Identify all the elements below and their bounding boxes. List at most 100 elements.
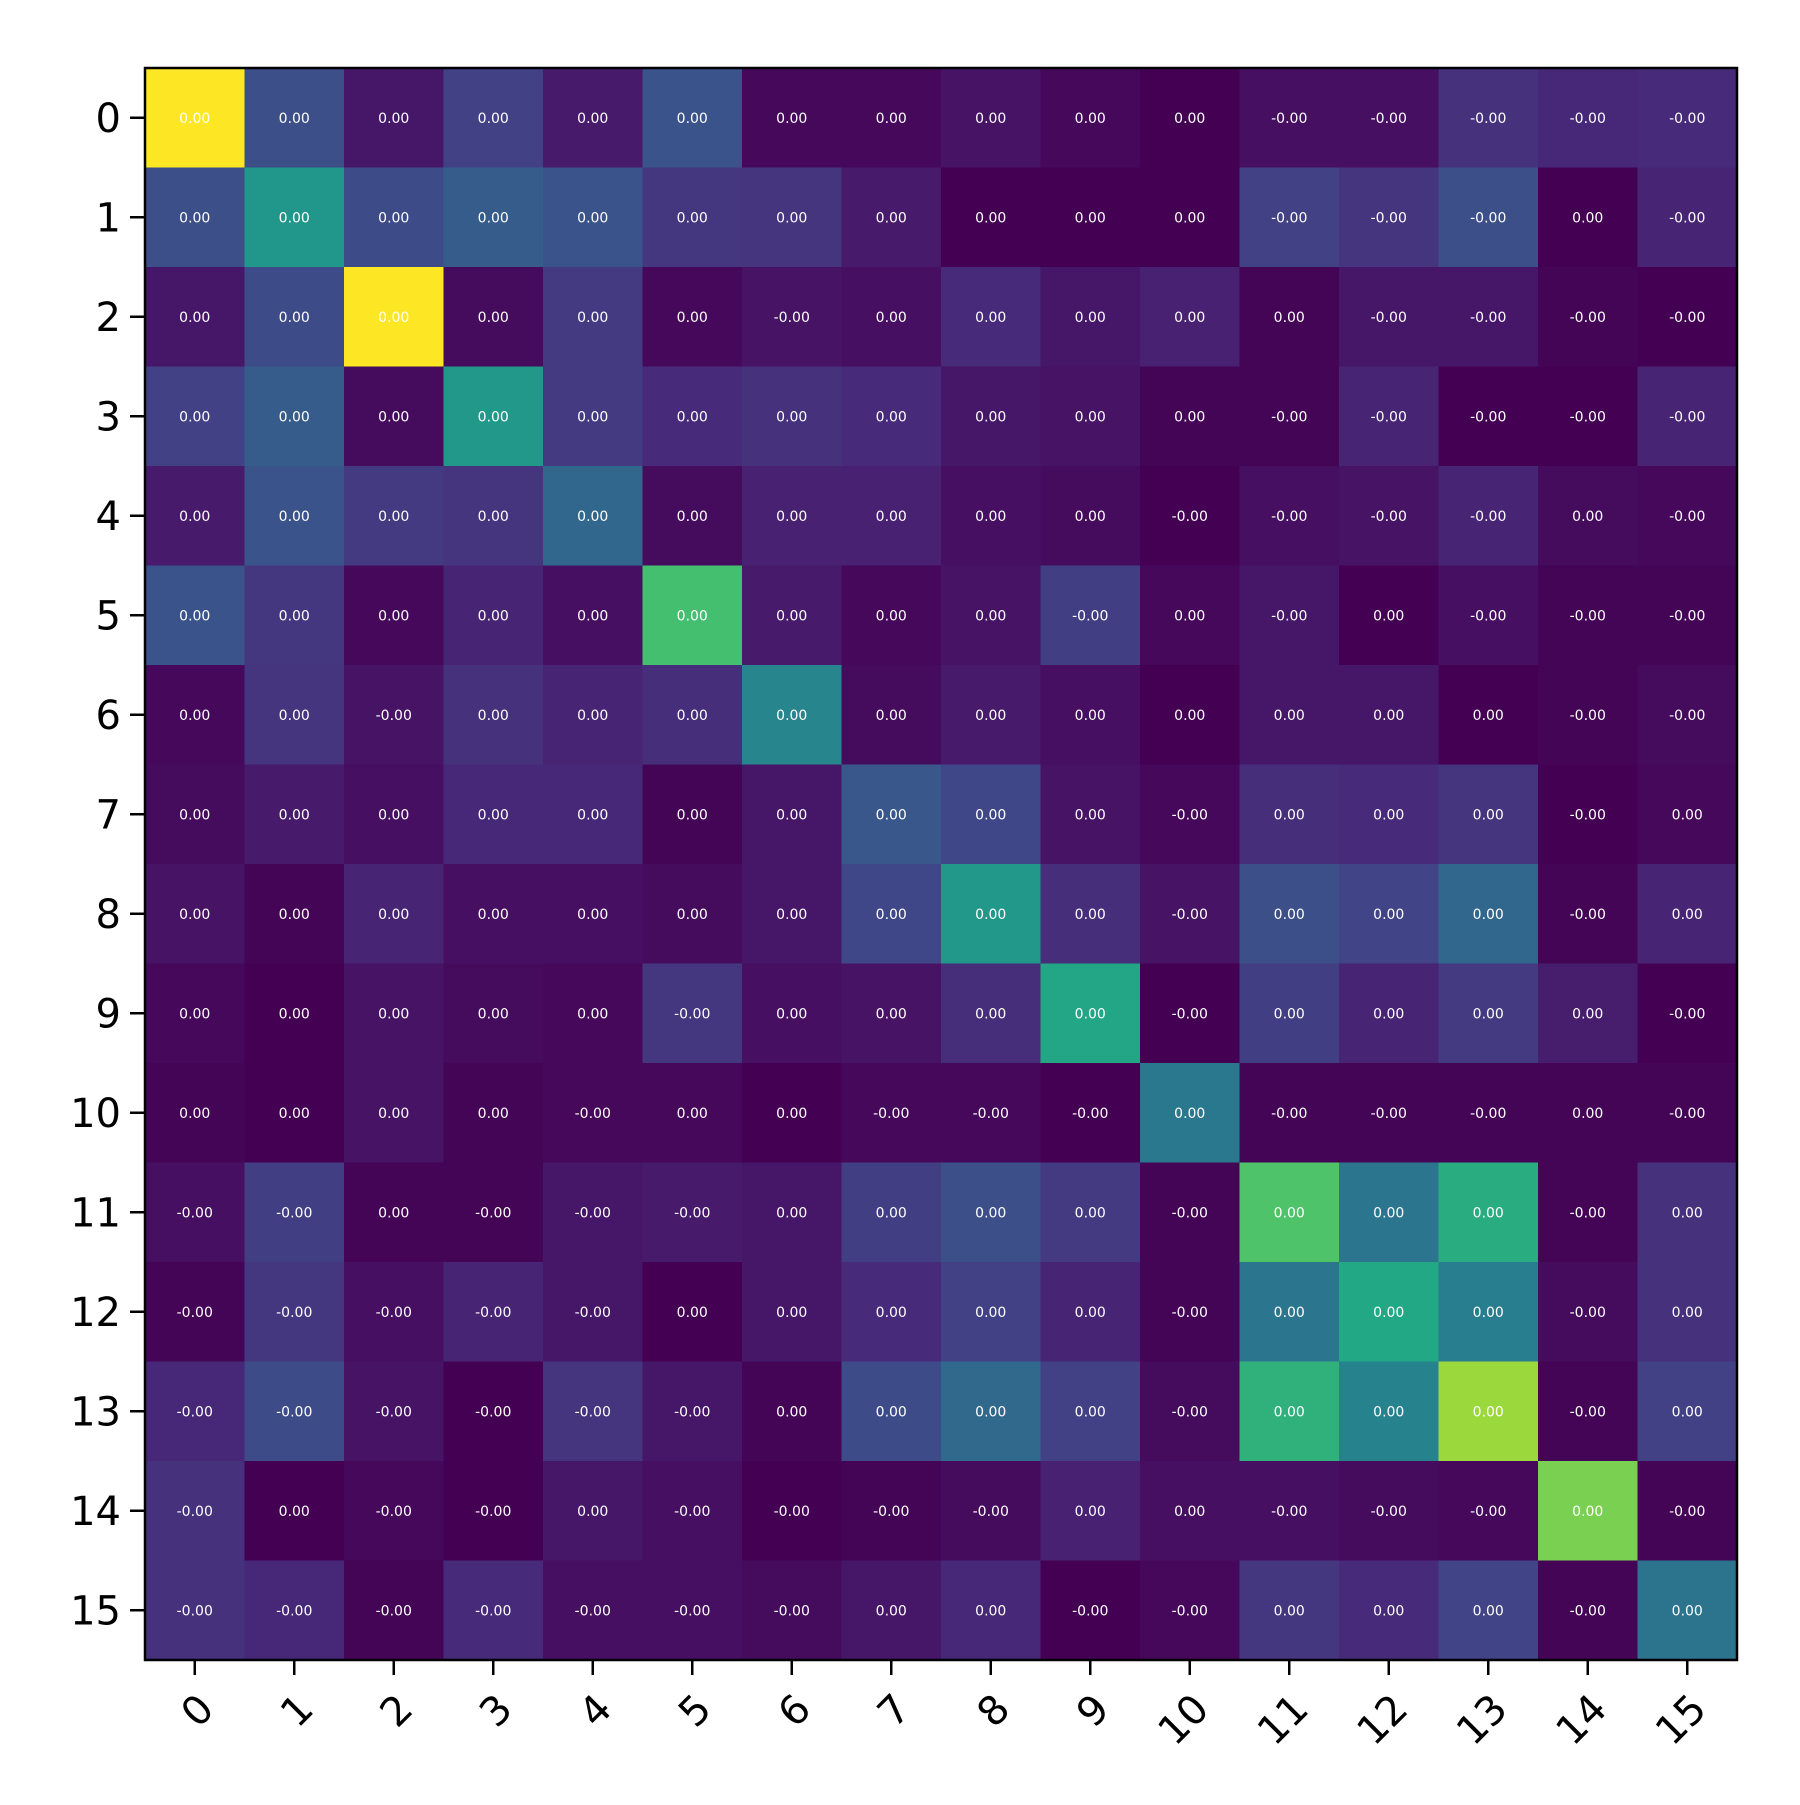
x-tick-label: 2 — [371, 1686, 422, 1737]
cell-value-label: -0.00 — [1669, 310, 1705, 326]
cell-value-label: -0.00 — [1669, 608, 1705, 624]
heatmap-cell — [1239, 963, 1340, 1064]
cell-value-label: 0.00 — [1672, 1603, 1703, 1619]
cell-value-label: 0.00 — [677, 310, 708, 326]
cell-value-label: 0.00 — [677, 210, 708, 226]
cell-value-label: 0.00 — [677, 708, 708, 724]
cell-value-label: -0.00 — [1172, 1404, 1208, 1420]
heatmap-cell — [344, 167, 444, 268]
cell-value-label: -0.00 — [774, 310, 810, 326]
cell-value-label: -0.00 — [1271, 111, 1307, 127]
cell-value-label: 0.00 — [677, 1305, 708, 1321]
heatmap-cell — [244, 68, 345, 168]
cell-value-label: 0.00 — [776, 409, 807, 425]
cell-value-label: 0.00 — [1075, 409, 1106, 425]
heatmap-cell — [1637, 1063, 1738, 1163]
cell-value-label: 0.00 — [378, 409, 409, 425]
cell-value-label: -0.00 — [376, 1504, 412, 1520]
cell-value-label: 0.00 — [577, 409, 608, 425]
heatmap-cell — [841, 1560, 942, 1661]
heatmap-cell — [443, 466, 544, 566]
cell-value-label: -0.00 — [1371, 409, 1407, 425]
x-tick-label: 7 — [869, 1686, 920, 1737]
cell-value-label: 0.00 — [378, 608, 409, 624]
x-tick-label: 9 — [1068, 1686, 1119, 1737]
cell-value-label: 0.00 — [1672, 1305, 1703, 1321]
cell-value-label: 0.00 — [1373, 807, 1404, 823]
cell-value-label: 0.00 — [876, 210, 907, 226]
cell-value-label: -0.00 — [1570, 907, 1606, 923]
heatmap-cell — [1637, 665, 1738, 765]
heatmap-cell — [642, 665, 743, 765]
heatmap-cell — [841, 1063, 942, 1163]
cell-value-label: -0.00 — [1371, 310, 1407, 326]
y-tick-label: 10 — [70, 1091, 121, 1137]
cell-value-label: 0.00 — [179, 1006, 210, 1022]
heatmap-cell — [941, 1361, 1041, 1462]
cell-value-label: 0.00 — [1672, 907, 1703, 923]
cell-value-label: 0.00 — [975, 409, 1006, 425]
heatmap-cell — [1140, 1063, 1240, 1163]
heatmap-cell — [642, 1063, 743, 1163]
heatmap-cell — [941, 864, 1041, 964]
heatmap-cell — [1040, 963, 1141, 1064]
cell-value-label: 0.00 — [776, 608, 807, 624]
cell-value-label: 0.00 — [876, 708, 907, 724]
heatmap-cell — [941, 665, 1041, 765]
heatmap-cell — [145, 764, 245, 865]
heatmap-cell — [742, 1063, 842, 1163]
heatmap-cell — [1339, 1063, 1439, 1163]
heatmap-cell — [145, 1461, 245, 1561]
heatmap-cell — [742, 68, 842, 168]
cell-value-label: -0.00 — [1570, 1404, 1606, 1420]
heatmap-cell — [1339, 864, 1439, 964]
cell-value-label: -0.00 — [674, 1504, 710, 1520]
heatmap-cell — [344, 1461, 444, 1561]
cell-value-label: 0.00 — [1075, 111, 1106, 127]
heatmap-cell — [145, 1361, 245, 1462]
heatmap-cell — [1140, 864, 1240, 964]
cell-value-label: 0.00 — [776, 1205, 807, 1221]
heatmap-cell — [344, 1063, 444, 1163]
x-tick-label: 13 — [1448, 1686, 1517, 1755]
y-tick-label: 7 — [96, 792, 121, 838]
heatmap-cell — [1040, 167, 1141, 268]
heatmap-cell — [344, 1162, 444, 1263]
cell-value-label: 0.00 — [279, 807, 310, 823]
cell-value-label: -0.00 — [575, 1106, 611, 1122]
heatmap-cell — [244, 1461, 345, 1561]
cell-value-label: 0.00 — [577, 708, 608, 724]
heatmap-cell — [642, 764, 743, 865]
cell-value-label: 0.00 — [776, 111, 807, 127]
cell-value-label: 0.00 — [179, 708, 210, 724]
heatmap-cell — [1140, 665, 1240, 765]
cell-value-label: 0.00 — [577, 807, 608, 823]
cell-value-label: 0.00 — [577, 210, 608, 226]
heatmap-cell — [1637, 864, 1738, 964]
cell-value-label: 0.00 — [1572, 509, 1603, 525]
cell-value-label: 0.00 — [1473, 1603, 1504, 1619]
heatmap-cell — [1040, 864, 1141, 964]
cell-value-label: 0.00 — [677, 907, 708, 923]
heatmap-cell — [1339, 366, 1439, 467]
cell-value-label: 0.00 — [975, 608, 1006, 624]
heatmap-cell — [1339, 1461, 1439, 1561]
cell-value-label: -0.00 — [1669, 1006, 1705, 1022]
cell-value-label: -0.00 — [674, 1404, 710, 1420]
cell-value-label: 0.00 — [1672, 1404, 1703, 1420]
cell-value-label: 0.00 — [577, 1504, 608, 1520]
cell-value-label: -0.00 — [1371, 509, 1407, 525]
heatmap-cell — [642, 1262, 743, 1362]
cell-value-label: -0.00 — [575, 1305, 611, 1321]
heatmap-cell — [841, 1162, 942, 1263]
heatmap-cell — [145, 864, 245, 964]
cell-value-label: -0.00 — [1072, 1106, 1108, 1122]
heatmap-cell — [145, 167, 245, 268]
heatmap-cell — [1140, 267, 1240, 367]
heatmap-cell — [742, 466, 842, 566]
heatmap-cell — [742, 366, 842, 467]
cell-value-label: -0.00 — [475, 1305, 511, 1321]
cell-value-label: -0.00 — [475, 1504, 511, 1520]
cell-value-label: -0.00 — [1669, 509, 1705, 525]
heatmap-cell — [742, 864, 842, 964]
